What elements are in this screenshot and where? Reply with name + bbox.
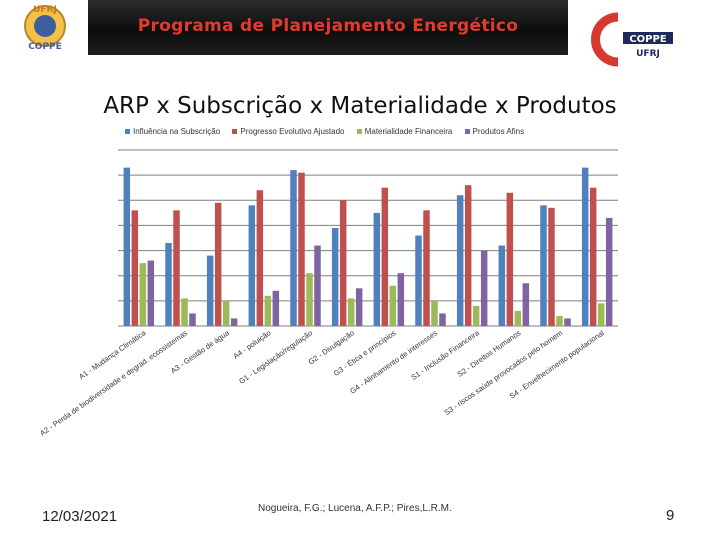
bar <box>548 207 555 326</box>
bar <box>248 205 256 326</box>
bar <box>472 305 480 326</box>
bar <box>373 212 381 326</box>
bar <box>347 298 355 326</box>
logo-right-top-text: COPPE <box>629 34 666 45</box>
bar <box>506 192 514 326</box>
footer-date: 12/03/2021 <box>42 508 118 525</box>
legend-item: Materialidade Financeira <box>356 127 453 136</box>
banner-title: Programa de Planejamento Energético <box>137 16 519 36</box>
bar <box>290 170 297 326</box>
bar <box>389 285 397 326</box>
bar <box>423 210 430 326</box>
bar <box>131 210 139 326</box>
bar <box>597 303 605 326</box>
bar <box>173 210 180 326</box>
bar <box>605 217 613 326</box>
x-tick-label: G1 - Legislação/regulação <box>237 328 314 386</box>
legend-label: Materialidade Financeira <box>364 127 453 136</box>
bar <box>272 290 280 326</box>
x-tick-label: A2 - Perda de biodiversidade e degrad. e… <box>38 328 189 438</box>
legend-item: Progresso Evolutivo Ajustado <box>232 127 344 136</box>
bar <box>147 260 155 326</box>
bar <box>381 187 389 326</box>
chart-legend: Influência na Subscrição Progresso Evolu… <box>125 127 534 136</box>
bar <box>355 288 363 326</box>
logo-left-bottom-text: COPPE <box>28 42 62 52</box>
legend-swatch <box>232 129 238 135</box>
logo-left-top-text: UFRJ <box>33 5 57 15</box>
bar <box>165 243 172 326</box>
header-banner: Programa de Planejamento Energético <box>88 0 568 55</box>
bar <box>464 185 472 326</box>
bar <box>230 318 238 326</box>
x-tick-label: G4 - Alinhamento de interesses <box>348 328 439 396</box>
bar <box>139 263 147 326</box>
coppe-ufrj-logo: COPPE UFRJ <box>591 12 673 67</box>
bar <box>480 250 488 326</box>
ufrj-coppe-logo: UFRJ COPPE <box>24 5 66 52</box>
bar <box>540 205 547 326</box>
bar <box>189 313 196 326</box>
bar <box>206 255 214 326</box>
logo-right-bottom-text: UFRJ <box>636 49 660 59</box>
bar <box>397 273 405 326</box>
bar <box>222 300 230 326</box>
legend-label: Progresso Evolutivo Ajustado <box>240 127 345 136</box>
x-tick-label: A1 - Mudança Climática <box>77 328 148 382</box>
bar <box>314 245 321 326</box>
bar <box>589 187 597 326</box>
bar <box>456 195 464 326</box>
legend-label: Produtos Afins <box>472 127 525 136</box>
footer-citation: Nogueira, F.G.; Lucena, A.F.P.; Pires,L.… <box>258 503 452 514</box>
bar <box>581 167 589 326</box>
bar <box>123 167 131 326</box>
bar <box>331 227 339 326</box>
bar <box>415 235 422 326</box>
x-tick-label: A4 - poluição <box>231 328 272 360</box>
bar <box>556 315 563 326</box>
bar <box>439 313 446 326</box>
bar <box>264 295 272 326</box>
bar <box>298 172 305 326</box>
legend-swatch <box>356 129 362 135</box>
x-tick-label: S1 - Inclusão Financeira <box>409 328 481 382</box>
bar <box>214 202 222 326</box>
page-number: 9 <box>666 507 675 524</box>
bar <box>498 245 506 326</box>
bar <box>339 200 347 326</box>
bar <box>256 190 264 326</box>
legend-label: Influência na Subscrição <box>133 127 221 136</box>
legend-item: Produtos Afins <box>464 127 525 136</box>
legend-item: Influência na Subscrição <box>125 127 220 136</box>
legend-swatch <box>125 129 130 135</box>
chart-title: ARP x Subscrição x Materialidade x Produ… <box>103 93 617 119</box>
bar <box>306 273 313 326</box>
bar <box>181 298 188 326</box>
bar <box>514 310 522 326</box>
legend-swatch <box>464 129 470 135</box>
bar <box>522 283 530 326</box>
bar <box>564 318 571 326</box>
bar <box>431 300 438 326</box>
